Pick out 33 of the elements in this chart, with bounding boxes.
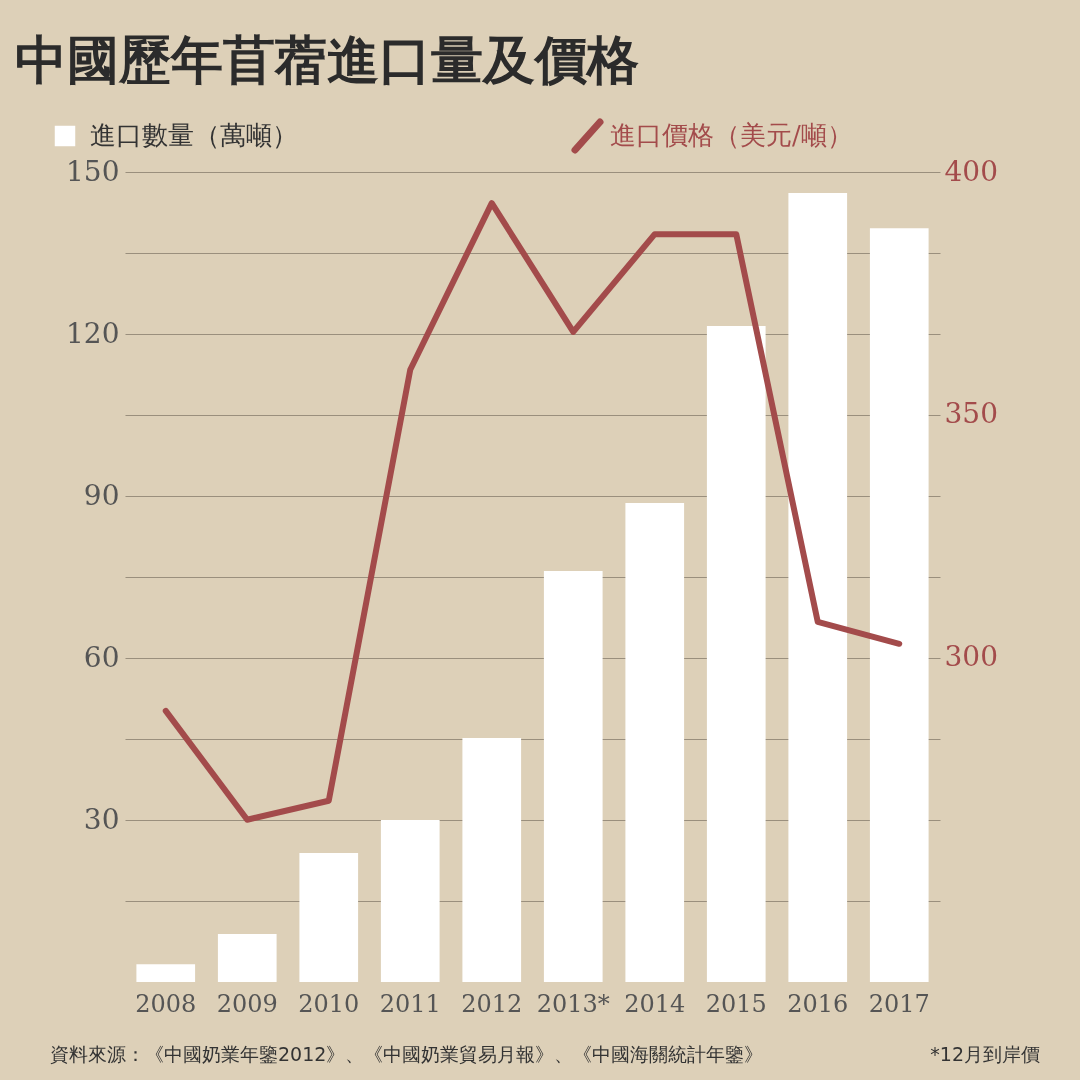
x-tick-label: 2017 [868,989,930,1018]
text: *12月到岸價 [930,1043,1040,1065]
bar [136,964,196,982]
y-tick-label: 60 [83,640,120,674]
bar [625,503,685,982]
y-tick-label: 150 [66,154,120,188]
x-tick-label: 2015 [705,989,767,1018]
x-tick-label: 2012 [461,989,523,1018]
y2-tick-label: 350 [944,397,998,431]
x-tick-label: 2016 [787,989,849,1018]
source-note: 資料來源：《中國奶業年鑒2012》、《中國奶業貿易月報》、《中國海關統計年鑒》 [50,1043,764,1065]
legend-label: 進口數量（萬噸） [90,120,298,150]
x-tick-label: 2014 [624,989,686,1018]
y-tick-label: 30 [83,802,120,836]
x-tick-label: 2013* [536,989,610,1018]
y-tick-label: 90 [83,478,120,512]
bar [543,571,603,982]
bar [788,193,848,982]
bar [299,852,359,982]
y2-tick-label: 300 [944,640,998,674]
bar [462,737,522,982]
bar [217,933,277,982]
x-tick-label: 2009 [216,989,278,1018]
bar [869,228,929,982]
bar [380,820,440,982]
y-tick-label: 120 [66,316,120,350]
x-tick-label: 2010 [298,989,360,1018]
y2-tick-label: 400 [944,154,998,188]
x-tick-label: 2008 [135,989,197,1018]
legend-label: 進口價格（美元/噸） [610,120,853,150]
chart-title: 中國歷年苜蓿進口量及價格 [15,28,639,90]
x-tick-label: 2011 [379,989,441,1018]
bar [706,325,766,982]
